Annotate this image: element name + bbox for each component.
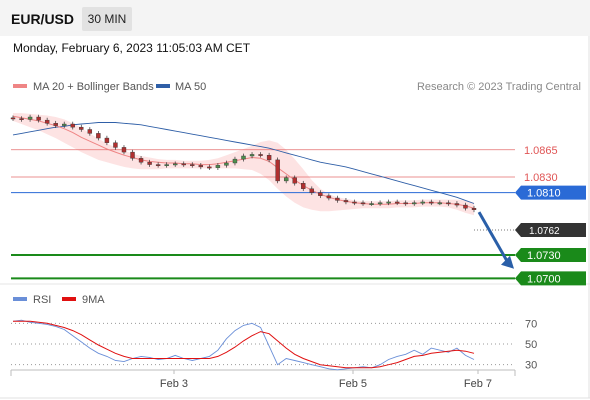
rsi-line bbox=[12, 319, 475, 371]
candle-body bbox=[62, 123, 67, 126]
candle-body bbox=[420, 201, 425, 204]
candle-body bbox=[241, 155, 246, 160]
symbol-title: EUR/USD bbox=[11, 11, 75, 27]
candle-body bbox=[292, 177, 297, 184]
legend-label-ma50: MA 50 bbox=[175, 81, 206, 93]
candle-body bbox=[207, 166, 212, 169]
legend-label-rsi: RSI bbox=[33, 294, 51, 306]
candle-body bbox=[275, 159, 280, 182]
rsi-9ma-line bbox=[13, 320, 475, 369]
candle-body bbox=[309, 188, 314, 193]
candle-body bbox=[113, 142, 118, 148]
timeframe-button[interactable]: 30 MIN bbox=[82, 7, 132, 31]
x-tick-label: Feb 3 bbox=[160, 378, 188, 390]
candle-body bbox=[181, 163, 186, 166]
level-label: 1.0700 bbox=[527, 273, 561, 285]
credit-text: Research © 2023 Trading Central bbox=[417, 81, 581, 93]
candle-body bbox=[377, 202, 383, 205]
candle-body bbox=[352, 201, 357, 204]
chart-header: EUR/USD 30 MIN bbox=[0, 0, 590, 36]
candle-body bbox=[437, 202, 443, 205]
timestamp: Monday, February 6, 2023 11:05:03 AM CET bbox=[13, 41, 251, 55]
candle-body bbox=[27, 116, 33, 120]
level-label: 1.0865 bbox=[524, 145, 558, 157]
candle-body bbox=[386, 201, 391, 204]
candle-body bbox=[471, 207, 477, 210]
candle-body bbox=[266, 155, 272, 161]
rsi-plot: 70 50 30 bbox=[11, 318, 537, 372]
candle-body bbox=[335, 197, 340, 201]
support-price-tag bbox=[515, 247, 586, 262]
candle-body bbox=[394, 201, 400, 204]
candle-body bbox=[463, 204, 468, 209]
forecast-arrow-head bbox=[501, 255, 514, 269]
candle-body bbox=[454, 203, 460, 206]
candle-body bbox=[326, 195, 332, 199]
level-label: 1.0730 bbox=[527, 250, 561, 262]
x-tick-label: Feb 7 bbox=[464, 378, 492, 390]
legend-swatch-rsi bbox=[13, 297, 27, 301]
candle-body bbox=[224, 162, 229, 166]
candle-body bbox=[283, 177, 289, 182]
last-price-tag bbox=[515, 223, 586, 238]
legend-label-ma20: MA 20 + Bollinger Bands bbox=[33, 81, 154, 93]
candle-body bbox=[70, 123, 75, 128]
candle-body bbox=[301, 183, 306, 189]
forecast-arrow-shaft bbox=[477, 211, 510, 264]
candle-body bbox=[96, 133, 101, 139]
rsi-tick-label: 50 bbox=[525, 339, 537, 351]
legend-swatch-ma20 bbox=[13, 84, 27, 88]
candle-body bbox=[164, 164, 169, 166]
candle-body bbox=[412, 202, 417, 205]
candle-body bbox=[36, 116, 41, 121]
level-label: 1.0762 bbox=[529, 226, 560, 237]
candle-body bbox=[87, 129, 93, 134]
candle-body bbox=[53, 123, 58, 126]
main-plot: 1.0865 1.0830 1.0810 1.0762 1.0730 1.0700 bbox=[10, 113, 586, 286]
candle-body bbox=[429, 201, 434, 204]
ma50-line bbox=[12, 122, 475, 204]
candle-body bbox=[249, 154, 255, 157]
candle-body bbox=[258, 154, 263, 156]
candle-body bbox=[104, 137, 110, 143]
candle-body bbox=[121, 147, 127, 153]
candle-body bbox=[147, 162, 152, 165]
candle-body bbox=[138, 158, 144, 163]
candle-body bbox=[215, 165, 221, 168]
legend-swatch-ma50 bbox=[156, 84, 170, 88]
candle-body bbox=[155, 164, 161, 166]
level-label: 1.0830 bbox=[524, 172, 558, 184]
candle-body bbox=[19, 118, 24, 120]
support-price-tag bbox=[515, 271, 586, 286]
candle-body bbox=[190, 164, 195, 166]
legend-label-9ma: 9MA bbox=[82, 294, 105, 306]
candle-body bbox=[232, 158, 238, 164]
candle-body bbox=[403, 202, 408, 205]
bollinger-band bbox=[13, 113, 474, 216]
legend-swatch-9ma bbox=[62, 297, 76, 301]
pivot-price-tag bbox=[515, 185, 586, 200]
candle-body bbox=[198, 165, 204, 168]
candle-body bbox=[343, 200, 349, 203]
candle-body bbox=[446, 202, 451, 205]
candle-body bbox=[369, 203, 374, 205]
rsi-tick-label: 70 bbox=[525, 318, 537, 330]
candle-body bbox=[318, 192, 323, 196]
candle-body bbox=[10, 117, 16, 120]
candle-body bbox=[79, 126, 84, 130]
level-label: 1.0810 bbox=[527, 188, 561, 200]
candle-body bbox=[44, 119, 50, 124]
x-tick-label: Feb 5 bbox=[339, 378, 367, 390]
rsi-tick-label: 30 bbox=[525, 360, 537, 372]
candle-body bbox=[360, 202, 366, 205]
candle-body bbox=[130, 151, 135, 159]
candle-body bbox=[173, 163, 178, 166]
